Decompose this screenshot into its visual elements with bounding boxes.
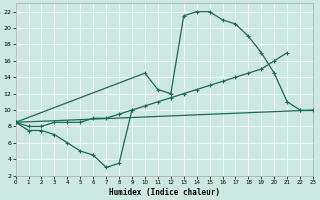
- X-axis label: Humidex (Indice chaleur): Humidex (Indice chaleur): [109, 188, 220, 197]
